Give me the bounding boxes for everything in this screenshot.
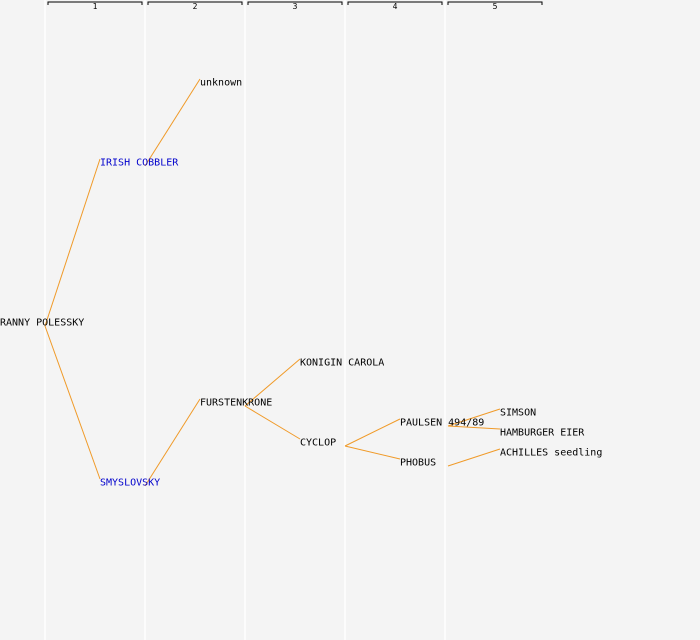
- generation-header: 1 2 3 4 5: [47, 1, 543, 11]
- pedigree-node: HAMBURGER EIER: [500, 428, 585, 439]
- generation-columns: [44, 0, 446, 640]
- generation-bracket: [247, 1, 343, 5]
- pedigree-node: FURSTENKRONE: [200, 398, 272, 409]
- pedigree-node: KONIGIN CAROLA: [300, 358, 384, 369]
- pedigree-edge: [244, 358, 301, 407]
- pedigree-edge: [144, 398, 201, 487]
- pedigree-node: CYCLOP: [300, 438, 336, 449]
- pedigree-edge: [447, 425, 501, 430]
- pedigree-edge: [144, 78, 201, 167]
- pedigree-edge: [44, 325, 101, 480]
- pedigree-edge: [44, 158, 101, 327]
- pedigree-edge: [344, 418, 401, 447]
- pedigree-nodes: RANNY POLESSKY IRISH COBBLER SMYSLOVSKY unk…: [0, 78, 602, 489]
- generation-bracket: [147, 1, 243, 5]
- generation-label: 5: [493, 2, 498, 11]
- pedigree-edge: [244, 405, 301, 440]
- pedigree-node: unknown: [200, 78, 242, 89]
- generation-bracket: [47, 1, 143, 5]
- pedigree-node: PHOBUS: [400, 458, 436, 469]
- pedigree-node-link[interactable]: SMYSLOVSKY: [100, 478, 160, 489]
- pedigree-node: PAULSEN 494/89: [400, 418, 484, 429]
- pedigree-node-link[interactable]: IRISH COBBLER: [100, 158, 179, 169]
- pedigree-edges: [44, 78, 501, 487]
- pedigree-edge: [344, 445, 401, 460]
- generation-bracket: [447, 1, 543, 5]
- generation-label: 1: [93, 2, 98, 11]
- generation-bracket: [347, 1, 443, 5]
- pedigree-node: ACHILLES seedling: [500, 448, 602, 459]
- pedigree-edge: [447, 408, 501, 427]
- generation-label: 3: [293, 2, 298, 11]
- generation-label: 4: [393, 2, 398, 11]
- generation-label: 2: [193, 2, 198, 11]
- pedigree-node: SIMSON: [500, 408, 536, 419]
- pedigree-edge: [447, 448, 501, 467]
- pedigree-node: RANNY POLESSKY: [0, 318, 84, 329]
